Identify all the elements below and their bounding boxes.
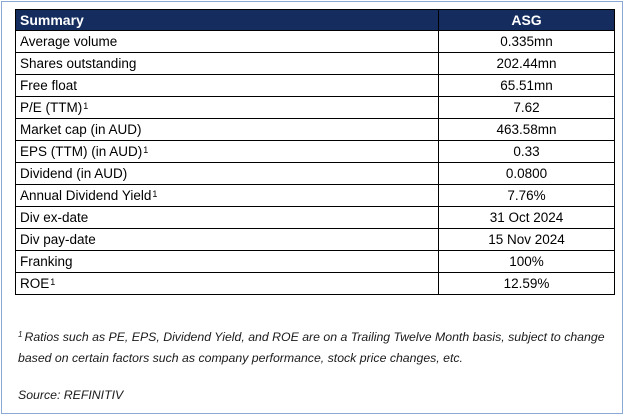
row-label-text: P/E (TTM) [20,99,83,115]
row-label: P/E (TTM)1 [15,96,439,119]
table-row: Div pay-date 15 Nov 2024 [15,228,615,251]
table-row: Market cap (in AUD) 463.58mn [15,118,615,141]
row-value: 7.76% [438,184,615,207]
header-label: Summary [15,9,439,31]
row-label-text: Shares outstanding [20,55,137,71]
row-label: Franking [15,250,439,273]
table-row: Shares outstanding 202.44mn [15,52,615,75]
row-label-text: Annual Dividend Yield [20,187,152,203]
row-value: 31 Oct 2024 [438,206,615,229]
table-row: Dividend (in AUD) 0.0800 [15,162,615,185]
table-body: Average volume 0.335mn Shares outstanding 2… [15,30,615,295]
table-row: Average volume 0.335mn [15,30,615,53]
row-label: Div ex-date [15,206,439,229]
row-label-text: ROE [20,275,50,291]
table-row: P/E (TTM)1 7.62 [15,96,615,119]
row-label-text: EPS (TTM) (in AUD) [20,143,143,159]
row-label-text: Free float [20,77,78,93]
row-label: Dividend (in AUD) [15,162,439,185]
footnote-ref: 1 [152,188,158,199]
source-note: Source: REFINITIV [18,388,124,402]
row-label: Div pay-date [15,228,439,251]
footnote-marker: 1 [18,330,23,339]
table-row: ROE1 12.59% [15,272,615,295]
row-value: 202.44mn [438,52,615,75]
row-label: Shares outstanding [15,52,439,75]
row-label-text: Franking [20,253,73,269]
row-value: 463.58mn [438,118,615,141]
table-header-row: Summary ASG [15,9,615,31]
footnote-ref: 1 [83,100,89,111]
row-label: EPS (TTM) (in AUD)1 [15,140,439,163]
summary-table: Summary ASG Average volume 0.335mn Shares … [15,9,615,295]
row-label-text: Div pay-date [20,231,96,247]
footnote-ref: 1 [50,276,56,287]
row-label: ROE1 [15,272,439,295]
row-value: 100% [438,250,615,273]
row-label-text: Dividend (in AUD) [20,165,128,181]
header-ticker: ASG [438,9,615,31]
table-row: Annual Dividend Yield1 7.76% [15,184,615,207]
row-label-text: Average volume [20,33,118,49]
row-value: 0.33 [438,140,615,163]
table-row: Franking 100% [15,250,615,273]
row-value: 12.59% [438,272,615,295]
row-label-text: Div ex-date [20,209,89,225]
table-row: EPS (TTM) (in AUD)1 0.33 [15,140,615,163]
row-value: 0.0800 [438,162,615,185]
table-row: Free float 65.51mn [15,74,615,97]
row-value: 0.335mn [438,30,615,53]
row-value: 7.62 [438,96,615,119]
row-value: 15 Nov 2024 [438,228,615,251]
row-label: Market cap (in AUD) [15,118,439,141]
row-label: Free float [15,74,439,97]
footnote: 1 Ratios such as PE, EPS, Dividend Yield,… [18,327,613,369]
row-label-text: Market cap (in AUD) [20,121,142,137]
row-value: 65.51mn [438,74,615,97]
footnote-ref: 1 [143,144,149,155]
footnote-text: Ratios such as PE, EPS, Dividend Yield, … [18,330,605,365]
table-row: Div ex-date 31 Oct 2024 [15,206,615,229]
row-label: Average volume [15,30,439,53]
row-label: Annual Dividend Yield1 [15,184,439,207]
